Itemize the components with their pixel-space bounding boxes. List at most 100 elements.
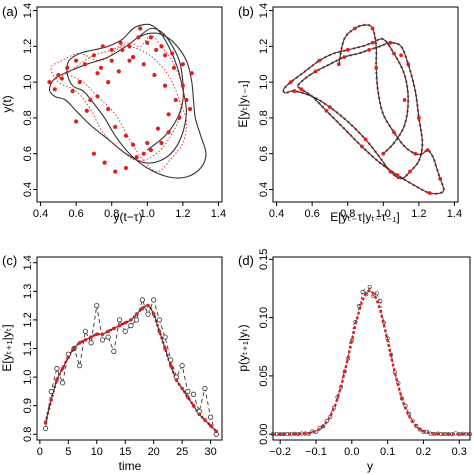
data-point [141, 151, 146, 156]
panel-b: 0.4 0.6 0.8 1.0 1.2 1.4 0.4 0.6 0.8 1.0 1.2 1.4 E[yₜ… [236, 3, 462, 224]
data-point [148, 148, 153, 153]
x-tick-label: 0.4 [269, 208, 284, 220]
data-point [77, 80, 82, 85]
panel-label: (c) [2, 253, 17, 268]
data-point [83, 338, 88, 342]
y-tick-label: 1.2 [22, 312, 34, 327]
data-point [408, 169, 412, 174]
data-point [130, 142, 136, 147]
open-point [190, 391, 197, 397]
panel-c: 0 5 10 15 20 25 30 0.8 0.9 1.0 1.1 1.2 1.3 1.4 time E[y… [0, 253, 223, 473]
data-point [184, 97, 189, 103]
y-tick-label: 0.8 [22, 427, 34, 442]
x-tick-label: 0.3 [452, 446, 467, 458]
data-point [174, 378, 179, 382]
data-point [399, 53, 403, 58]
data-point [106, 80, 111, 85]
data-point [395, 173, 400, 178]
panel-a: 0.4 0.6 0.8 1.0 1.2 1.4 0.4 0.6 0.8 1.0 1.2 1.4 y(t−… [0, 3, 226, 224]
data-point [148, 35, 153, 40]
panel-d: −0.2 −0.1 0.0 0.1 0.2 0.3 0.00 0.05 0.10 0.15 y p(y… [236, 249, 472, 473]
series-dotted-line [49, 35, 187, 173]
x-tick-label: 0.1 [380, 446, 395, 458]
panel-b-plot [282, 23, 445, 195]
data-point [197, 412, 202, 417]
data-point [140, 306, 145, 311]
data-point [55, 378, 59, 382]
data-point [342, 55, 347, 59]
data-point [352, 26, 357, 31]
y-axis-label: E[yₜ₊₁|yₜ] [0, 324, 14, 371]
data-point [163, 346, 167, 351]
open-point [139, 297, 145, 303]
data-point [66, 355, 71, 359]
data-point [89, 335, 93, 339]
x-tick-label: 10 [91, 446, 103, 458]
open-point [42, 425, 49, 432]
data-point [123, 165, 129, 171]
data-point [388, 169, 393, 174]
open-point [162, 334, 168, 340]
data-point [336, 62, 341, 67]
y-tick-label: 1.2 [258, 39, 270, 54]
y-axis-label: E[yₜ|yₜ₋₁] [236, 80, 250, 127]
data-point [95, 71, 100, 76]
x-axis-label: time [119, 459, 142, 473]
data-point [171, 65, 177, 70]
plot-frame [272, 256, 471, 441]
data-point [152, 72, 157, 78]
data-point [112, 326, 116, 331]
panel-label: (d) [238, 253, 254, 268]
open-point [208, 414, 214, 420]
data-point [203, 418, 207, 422]
x-tick-label: 0.0 [344, 446, 359, 458]
data-point [345, 48, 350, 52]
data-point [102, 160, 107, 165]
plot-frame [272, 6, 459, 203]
data-point [159, 44, 164, 49]
open-point [378, 298, 383, 303]
data-point [381, 151, 386, 156]
x-tick-label: 1.4 [447, 208, 462, 220]
x-tick-label: 0.8 [340, 208, 355, 220]
data-point [427, 191, 432, 195]
panel-a-plot [47, 23, 207, 179]
data-point [113, 124, 118, 129]
data-point [170, 51, 175, 56]
open-point [360, 290, 365, 295]
open-point [134, 317, 140, 323]
open-point [88, 340, 94, 346]
open-point [185, 388, 191, 394]
data-point [106, 329, 110, 334]
open-point [82, 328, 88, 334]
y-tick-label: 0.4 [258, 182, 270, 197]
data-point [208, 423, 213, 428]
data-point [118, 40, 123, 45]
data-point [363, 137, 368, 142]
data-point [56, 72, 61, 78]
data-point [91, 151, 97, 156]
y-tick-label: 0.05 [258, 365, 270, 386]
data-point [113, 169, 118, 174]
y-tick-label: 1.3 [22, 284, 34, 299]
data-point [60, 366, 65, 371]
data-point [91, 53, 97, 58]
y-tick-label: 1.0 [22, 369, 34, 384]
data-point [370, 26, 375, 31]
data-point [136, 35, 141, 40]
data-point [74, 119, 79, 124]
x-axis-label: y [367, 459, 373, 473]
data-point [360, 144, 364, 149]
data-point [166, 130, 171, 135]
open-point [202, 385, 208, 392]
plot-frame [36, 6, 223, 203]
data-point [180, 62, 185, 67]
y-tick-label: 1.4 [22, 3, 34, 18]
data-point [88, 97, 93, 103]
data-point [106, 106, 111, 112]
x-tick-label: 1.0 [376, 208, 391, 220]
y-tick-label: 1.1 [22, 341, 34, 356]
panel-label: (a) [2, 4, 18, 19]
open-point [156, 317, 162, 323]
